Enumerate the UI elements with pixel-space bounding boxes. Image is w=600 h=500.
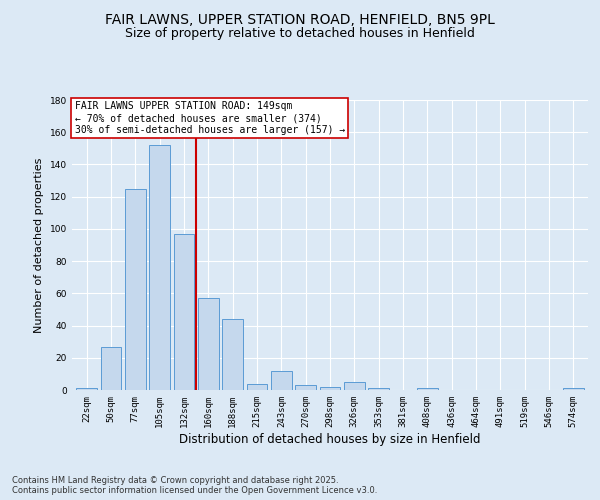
Bar xyxy=(149,145,170,390)
Bar xyxy=(125,188,146,390)
Y-axis label: Number of detached properties: Number of detached properties xyxy=(34,158,44,332)
Text: FAIR LAWNS, UPPER STATION ROAD, HENFIELD, BN5 9PL: FAIR LAWNS, UPPER STATION ROAD, HENFIELD… xyxy=(105,12,495,26)
Text: FAIR LAWNS UPPER STATION ROAD: 149sqm
← 70% of detached houses are smaller (374): FAIR LAWNS UPPER STATION ROAD: 149sqm ← … xyxy=(74,102,345,134)
Bar xyxy=(222,319,243,390)
Bar xyxy=(198,298,218,390)
Bar xyxy=(368,388,389,390)
Bar xyxy=(320,387,340,390)
X-axis label: Distribution of detached houses by size in Henfield: Distribution of detached houses by size … xyxy=(179,432,481,446)
Bar xyxy=(271,370,292,390)
Bar xyxy=(76,388,97,390)
Text: Size of property relative to detached houses in Henfield: Size of property relative to detached ho… xyxy=(125,28,475,40)
Text: Contains HM Land Registry data © Crown copyright and database right 2025.
Contai: Contains HM Land Registry data © Crown c… xyxy=(12,476,377,495)
Bar xyxy=(295,385,316,390)
Bar xyxy=(101,346,121,390)
Bar xyxy=(563,388,584,390)
Bar xyxy=(247,384,268,390)
Bar xyxy=(173,234,194,390)
Bar xyxy=(344,382,365,390)
Bar xyxy=(417,388,438,390)
